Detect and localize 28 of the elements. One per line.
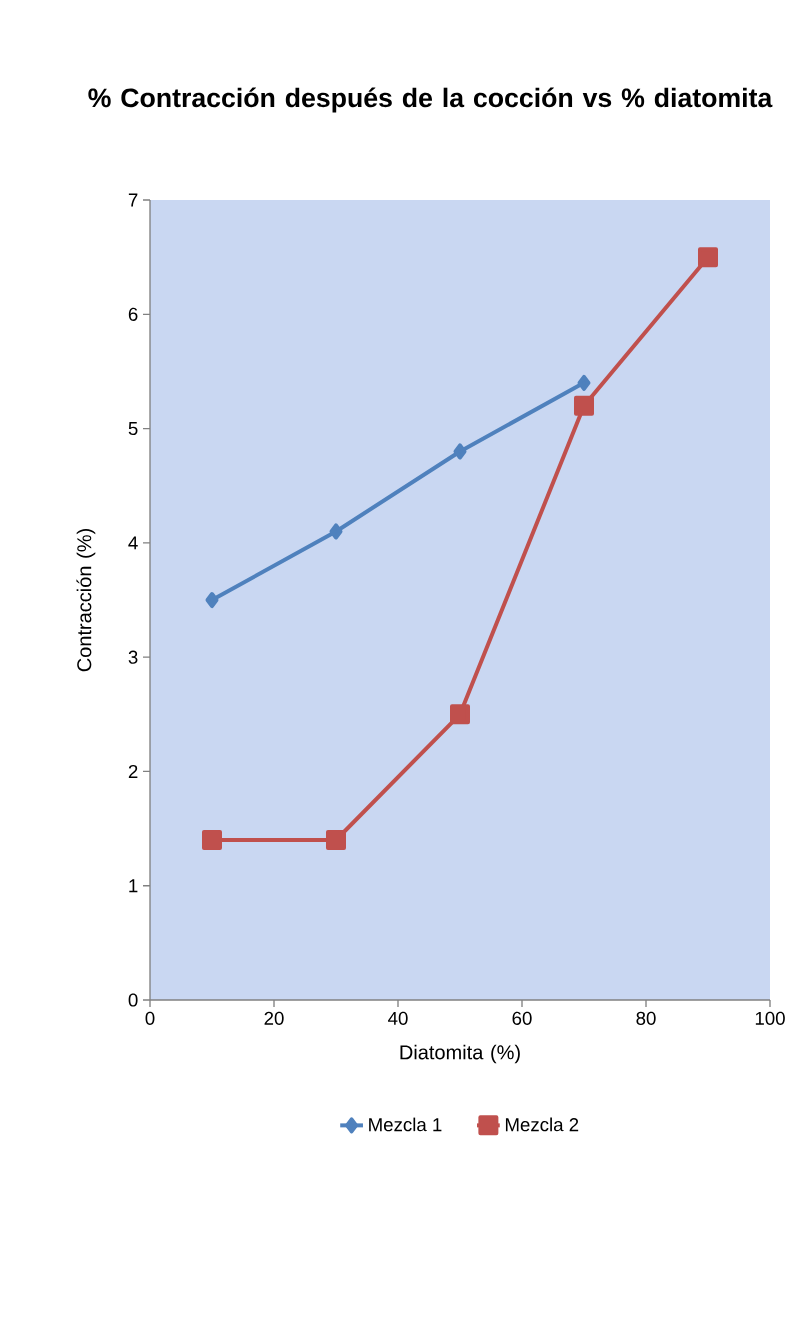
- x-tick-label: 40: [388, 1011, 408, 1025]
- point: [202, 830, 222, 851]
- legend-label: Mezcla 1: [369, 1117, 442, 1132]
- point: [450, 704, 470, 725]
- x-tick-label: 60: [512, 1011, 532, 1025]
- y-tick-label: 7: [128, 193, 138, 207]
- point: [574, 395, 594, 416]
- point: [453, 443, 467, 460]
- point: [577, 374, 591, 391]
- point: [326, 830, 346, 851]
- y-tick-label: 6: [128, 307, 138, 321]
- x-tick-label: 80: [636, 1011, 656, 1025]
- y-tick-label: 3: [128, 650, 138, 664]
- legend-label: Mezcla 2: [505, 1117, 579, 1132]
- y-tick-label: 1: [129, 879, 138, 893]
- y-tick-label: 0: [128, 993, 138, 1007]
- point: [329, 523, 343, 540]
- x-tick-label: 20: [264, 1011, 284, 1025]
- x-axis-title: Diatomita (%): [400, 1044, 520, 1064]
- x-tick-label: 0: [145, 1011, 155, 1025]
- chart-title: % Contracción después de la cocción vs % diatomita: [88, 87, 773, 113]
- y-axis-title: Contracción (%): [76, 529, 96, 672]
- y-tick-label: 4: [128, 536, 138, 550]
- point: [698, 247, 718, 268]
- point: [205, 592, 219, 609]
- y-tick-label: 2: [128, 764, 138, 778]
- x-tick-label: 100: [755, 1011, 785, 1025]
- y-tick-label: 5: [128, 422, 138, 436]
